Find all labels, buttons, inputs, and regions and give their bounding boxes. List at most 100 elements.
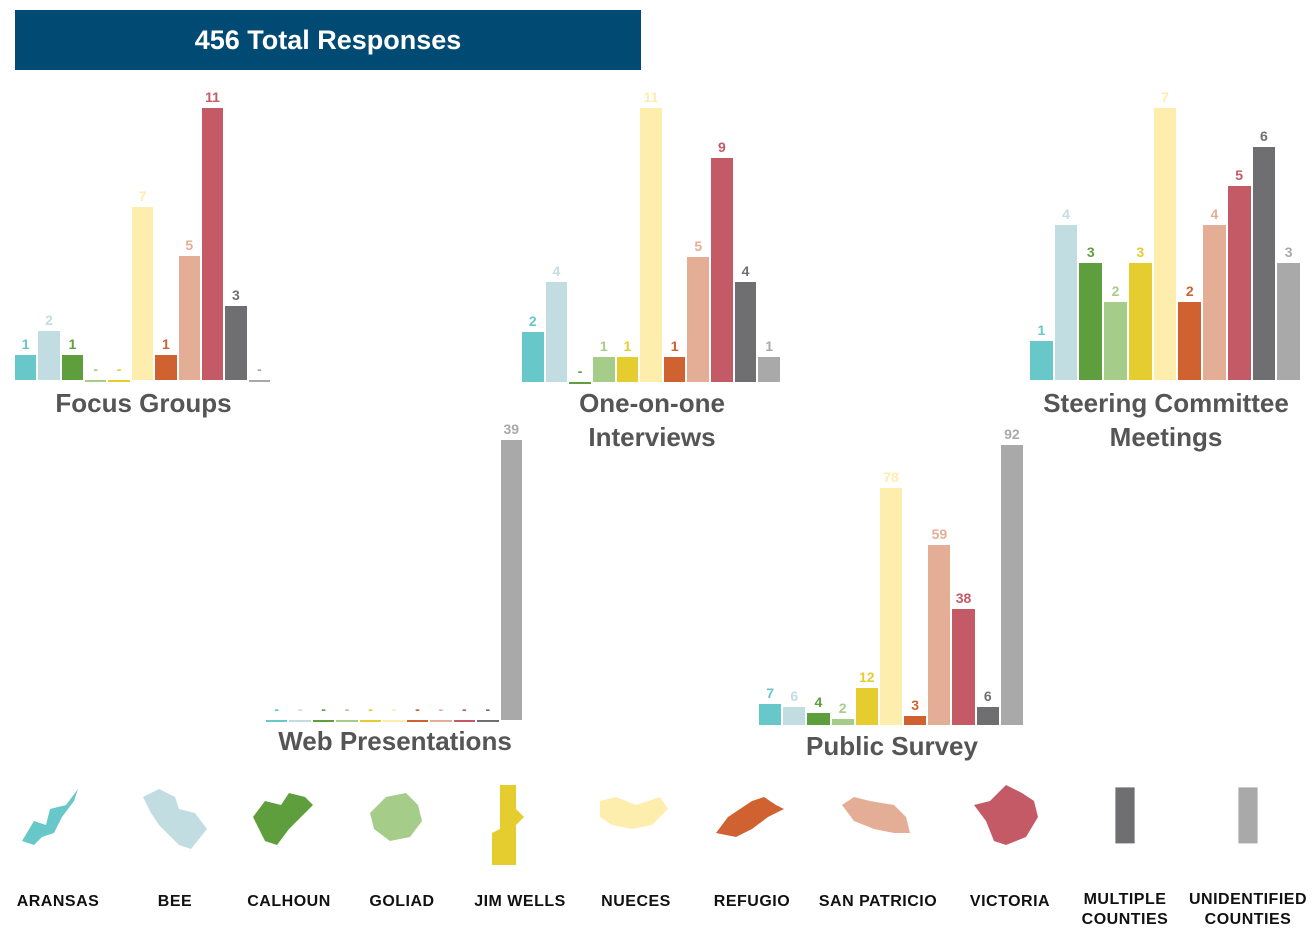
value-label: 3 xyxy=(1136,244,1145,261)
county-icon xyxy=(716,797,784,837)
value-label: 11 xyxy=(643,89,659,105)
legend-label: SAN PATRICIO xyxy=(818,893,938,910)
bar xyxy=(1104,302,1127,380)
bar xyxy=(1030,341,1053,380)
value-label: 7 xyxy=(1161,89,1169,105)
value-label: 1 xyxy=(161,336,170,353)
icon-shape xyxy=(143,789,207,849)
bar xyxy=(85,380,107,382)
bar xyxy=(640,108,662,382)
legend-label: MULTIPLE COUNTIES xyxy=(1081,891,1169,928)
bar xyxy=(336,720,358,722)
bar xyxy=(1079,263,1103,380)
value-label: 4 xyxy=(741,263,750,280)
value-label: 39 xyxy=(503,421,520,437)
bar xyxy=(406,720,429,722)
icon-shape xyxy=(253,793,313,845)
value-label: 6 xyxy=(790,687,799,704)
legend-label: NUECES xyxy=(601,893,671,910)
legend-label: BEE xyxy=(157,893,193,910)
bar xyxy=(663,357,686,382)
value-label: - xyxy=(368,701,373,717)
value-label: 2 xyxy=(838,699,847,716)
bar xyxy=(904,715,927,725)
bar xyxy=(687,257,710,382)
bar xyxy=(1252,146,1276,380)
value-label: 5 xyxy=(185,237,194,254)
bar xyxy=(616,357,639,382)
bar xyxy=(61,355,84,380)
icon-shape xyxy=(22,789,78,845)
bar xyxy=(430,720,452,722)
value-label: 9 xyxy=(717,138,726,155)
county-icon xyxy=(1238,787,1258,844)
bar xyxy=(831,718,854,725)
icon-shape xyxy=(1238,787,1258,844)
value-label: 5 xyxy=(694,238,703,255)
chart-title: Steering Committee Meetings xyxy=(1043,388,1289,452)
bar xyxy=(734,282,757,382)
value-label: - xyxy=(577,363,583,379)
legend-label: VICTORIA xyxy=(969,893,1051,910)
value-label: 12 xyxy=(859,669,875,686)
value-label: - xyxy=(344,701,350,717)
icon-shape xyxy=(492,785,524,865)
value-label: 5 xyxy=(1235,166,1244,183)
value-label: 3 xyxy=(1086,244,1095,261)
chart-title: Web Presentations xyxy=(278,726,512,756)
legend-label: GOLIAD xyxy=(369,893,435,910)
icon-shape xyxy=(716,797,784,837)
value-label: - xyxy=(438,701,444,717)
value-label: - xyxy=(391,701,397,717)
value-label: - xyxy=(462,701,467,717)
bar xyxy=(807,712,830,725)
bar xyxy=(477,720,499,722)
bar xyxy=(1153,108,1177,380)
value-label: 2 xyxy=(45,311,53,328)
legend-label: ARANSAS xyxy=(16,893,100,910)
value-label: 1 xyxy=(21,336,30,353)
value-label: 3 xyxy=(1284,244,1293,261)
value-label: 4 xyxy=(814,693,823,710)
bar xyxy=(500,440,522,720)
bar xyxy=(1128,263,1152,380)
county-icon xyxy=(974,785,1038,845)
bar xyxy=(248,380,270,382)
bar xyxy=(289,720,311,722)
header: 456 Total Responses xyxy=(15,10,641,70)
bar xyxy=(453,720,476,722)
legend-label: UNIDENTIFIED COUNTIES xyxy=(1189,891,1307,928)
value-label: 59 xyxy=(931,526,948,543)
bar xyxy=(928,545,951,725)
value-label: 1 xyxy=(68,336,77,353)
bar xyxy=(201,108,224,380)
bar xyxy=(1000,445,1023,725)
county-icon xyxy=(22,789,78,845)
value-label: - xyxy=(93,361,99,377)
value-label: 78 xyxy=(883,468,899,485)
bar xyxy=(1277,263,1300,380)
value-label: - xyxy=(256,361,262,377)
value-label: 2 xyxy=(528,313,537,330)
bar xyxy=(1227,185,1251,380)
bar xyxy=(383,720,405,722)
bar xyxy=(976,706,999,725)
value-label: 1 xyxy=(623,338,632,355)
bar xyxy=(522,332,544,382)
bar xyxy=(1203,224,1226,380)
bar xyxy=(592,357,615,382)
county-icon xyxy=(600,797,668,829)
bar xyxy=(131,206,154,380)
icon-shape xyxy=(600,797,668,829)
value-label: - xyxy=(485,701,491,717)
value-label: 38 xyxy=(955,590,972,607)
chart-title: Public Survey xyxy=(806,731,978,761)
value-label: - xyxy=(297,701,303,717)
bar xyxy=(759,703,782,725)
legend-label: JIM WELLS xyxy=(474,893,566,910)
bar xyxy=(711,157,733,382)
value-label: 6 xyxy=(983,687,992,704)
value-label: 1 xyxy=(670,338,679,355)
county-icon xyxy=(842,797,910,833)
